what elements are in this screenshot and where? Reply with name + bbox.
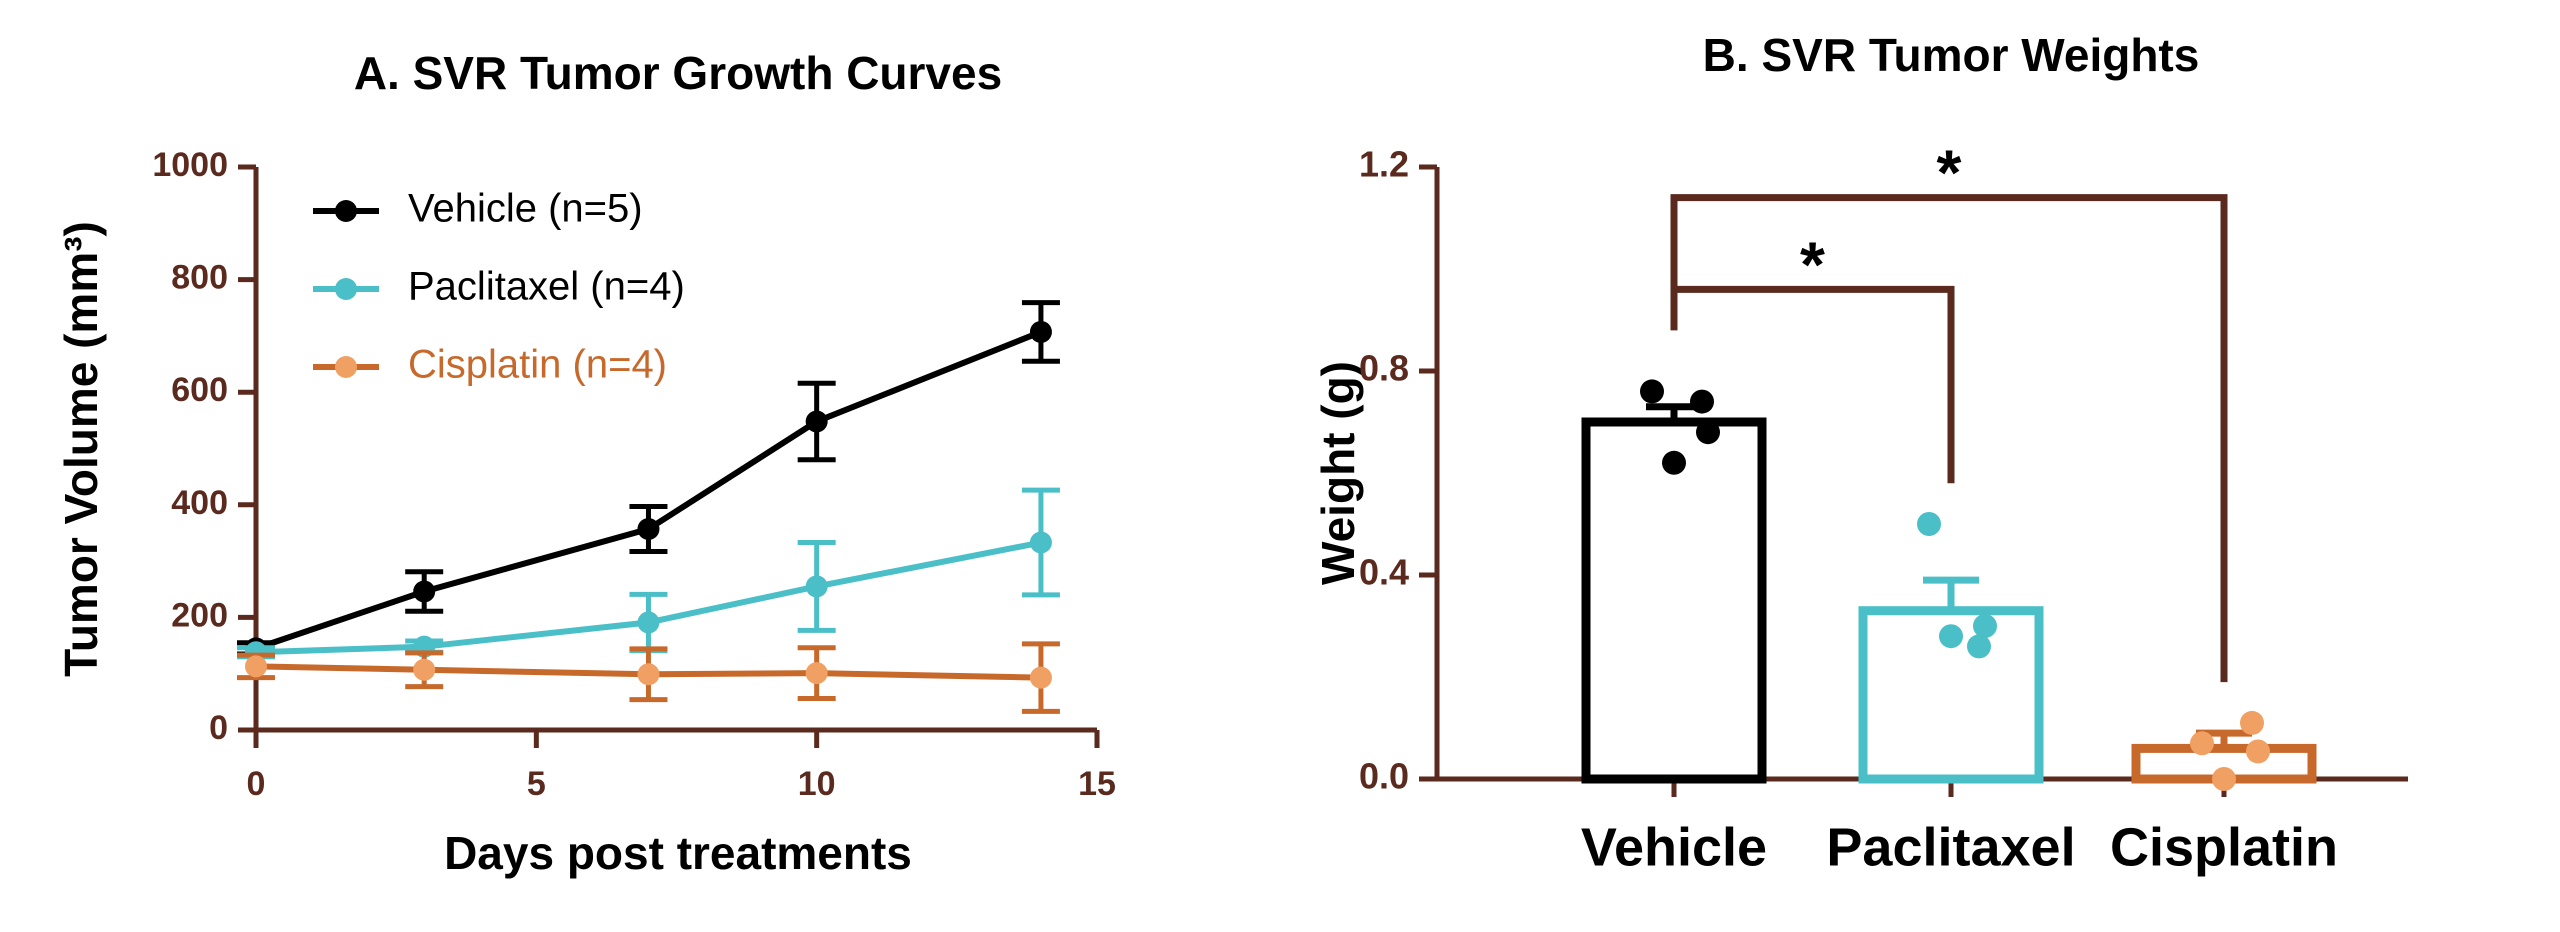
y-axis-label: Tumor Volume (mm³) bbox=[55, 221, 107, 677]
data-point bbox=[1696, 420, 1720, 445]
y-tick-label: 1000 bbox=[152, 146, 228, 184]
x-tick-label: Cisplatin bbox=[2110, 817, 2338, 877]
data-point bbox=[2212, 767, 2236, 791]
significance-label: * bbox=[1800, 228, 1825, 300]
marker bbox=[805, 662, 828, 685]
marker bbox=[805, 410, 828, 433]
marker bbox=[1029, 666, 1052, 689]
y-tick-label: 0.4 bbox=[1359, 552, 1409, 593]
chart-title: B. SVR Tumor Weights bbox=[1703, 29, 2200, 81]
data-point bbox=[2190, 731, 2214, 756]
chart-title: A. SVR Tumor Growth Curves bbox=[354, 47, 1002, 99]
x-tick-label: 5 bbox=[527, 765, 546, 803]
legend-label: Vehicle (n=5) bbox=[408, 187, 643, 231]
marker bbox=[805, 575, 828, 598]
data-point bbox=[1967, 634, 1991, 659]
y-tick-label: 200 bbox=[171, 596, 228, 634]
x-tick-label: Vehicle bbox=[1581, 817, 1767, 877]
marker bbox=[1029, 531, 1052, 554]
x-axis-label: Days post treatments bbox=[444, 827, 912, 879]
legend-label: Cisplatin (n=4) bbox=[408, 343, 667, 387]
legend-marker bbox=[335, 356, 357, 378]
data-point bbox=[1640, 379, 1664, 404]
x-tick-label: Paclitaxel bbox=[1826, 817, 2075, 877]
marker bbox=[637, 611, 660, 634]
legend-marker bbox=[335, 278, 357, 300]
data-point bbox=[1662, 450, 1686, 475]
y-tick-label: 0.0 bbox=[1359, 756, 1409, 797]
data-point bbox=[1973, 614, 1997, 638]
legend-label: Paclitaxel (n=4) bbox=[408, 265, 685, 309]
legend-marker bbox=[335, 200, 357, 222]
x-tick-label: 0 bbox=[247, 765, 266, 803]
marker bbox=[637, 518, 660, 541]
y-axis-label: Weight (g) bbox=[1312, 361, 1364, 585]
data-point bbox=[2246, 739, 2270, 764]
marker bbox=[413, 658, 436, 681]
bar bbox=[1581, 417, 1767, 784]
error-bar bbox=[1923, 576, 1979, 611]
y-tick-label: 0 bbox=[209, 709, 228, 747]
x-tick-label: 10 bbox=[798, 765, 836, 803]
data-point bbox=[1917, 512, 1941, 536]
significance-bracket bbox=[1670, 194, 2228, 683]
marker bbox=[1029, 320, 1052, 343]
y-tick-label: 800 bbox=[171, 259, 228, 297]
data-point bbox=[1939, 624, 1963, 649]
marker bbox=[413, 580, 436, 603]
marker bbox=[245, 655, 267, 678]
y-tick-label: 0.8 bbox=[1359, 348, 1409, 389]
x-tick-label: 15 bbox=[1078, 765, 1116, 803]
data-point bbox=[1690, 389, 1714, 414]
y-tick-label: 400 bbox=[171, 484, 228, 522]
y-tick-label: 600 bbox=[171, 371, 228, 409]
y-tick-label: 1.2 bbox=[1359, 144, 1409, 185]
data-point bbox=[2240, 710, 2264, 735]
marker bbox=[637, 663, 660, 686]
significance-label: * bbox=[1937, 137, 1962, 209]
